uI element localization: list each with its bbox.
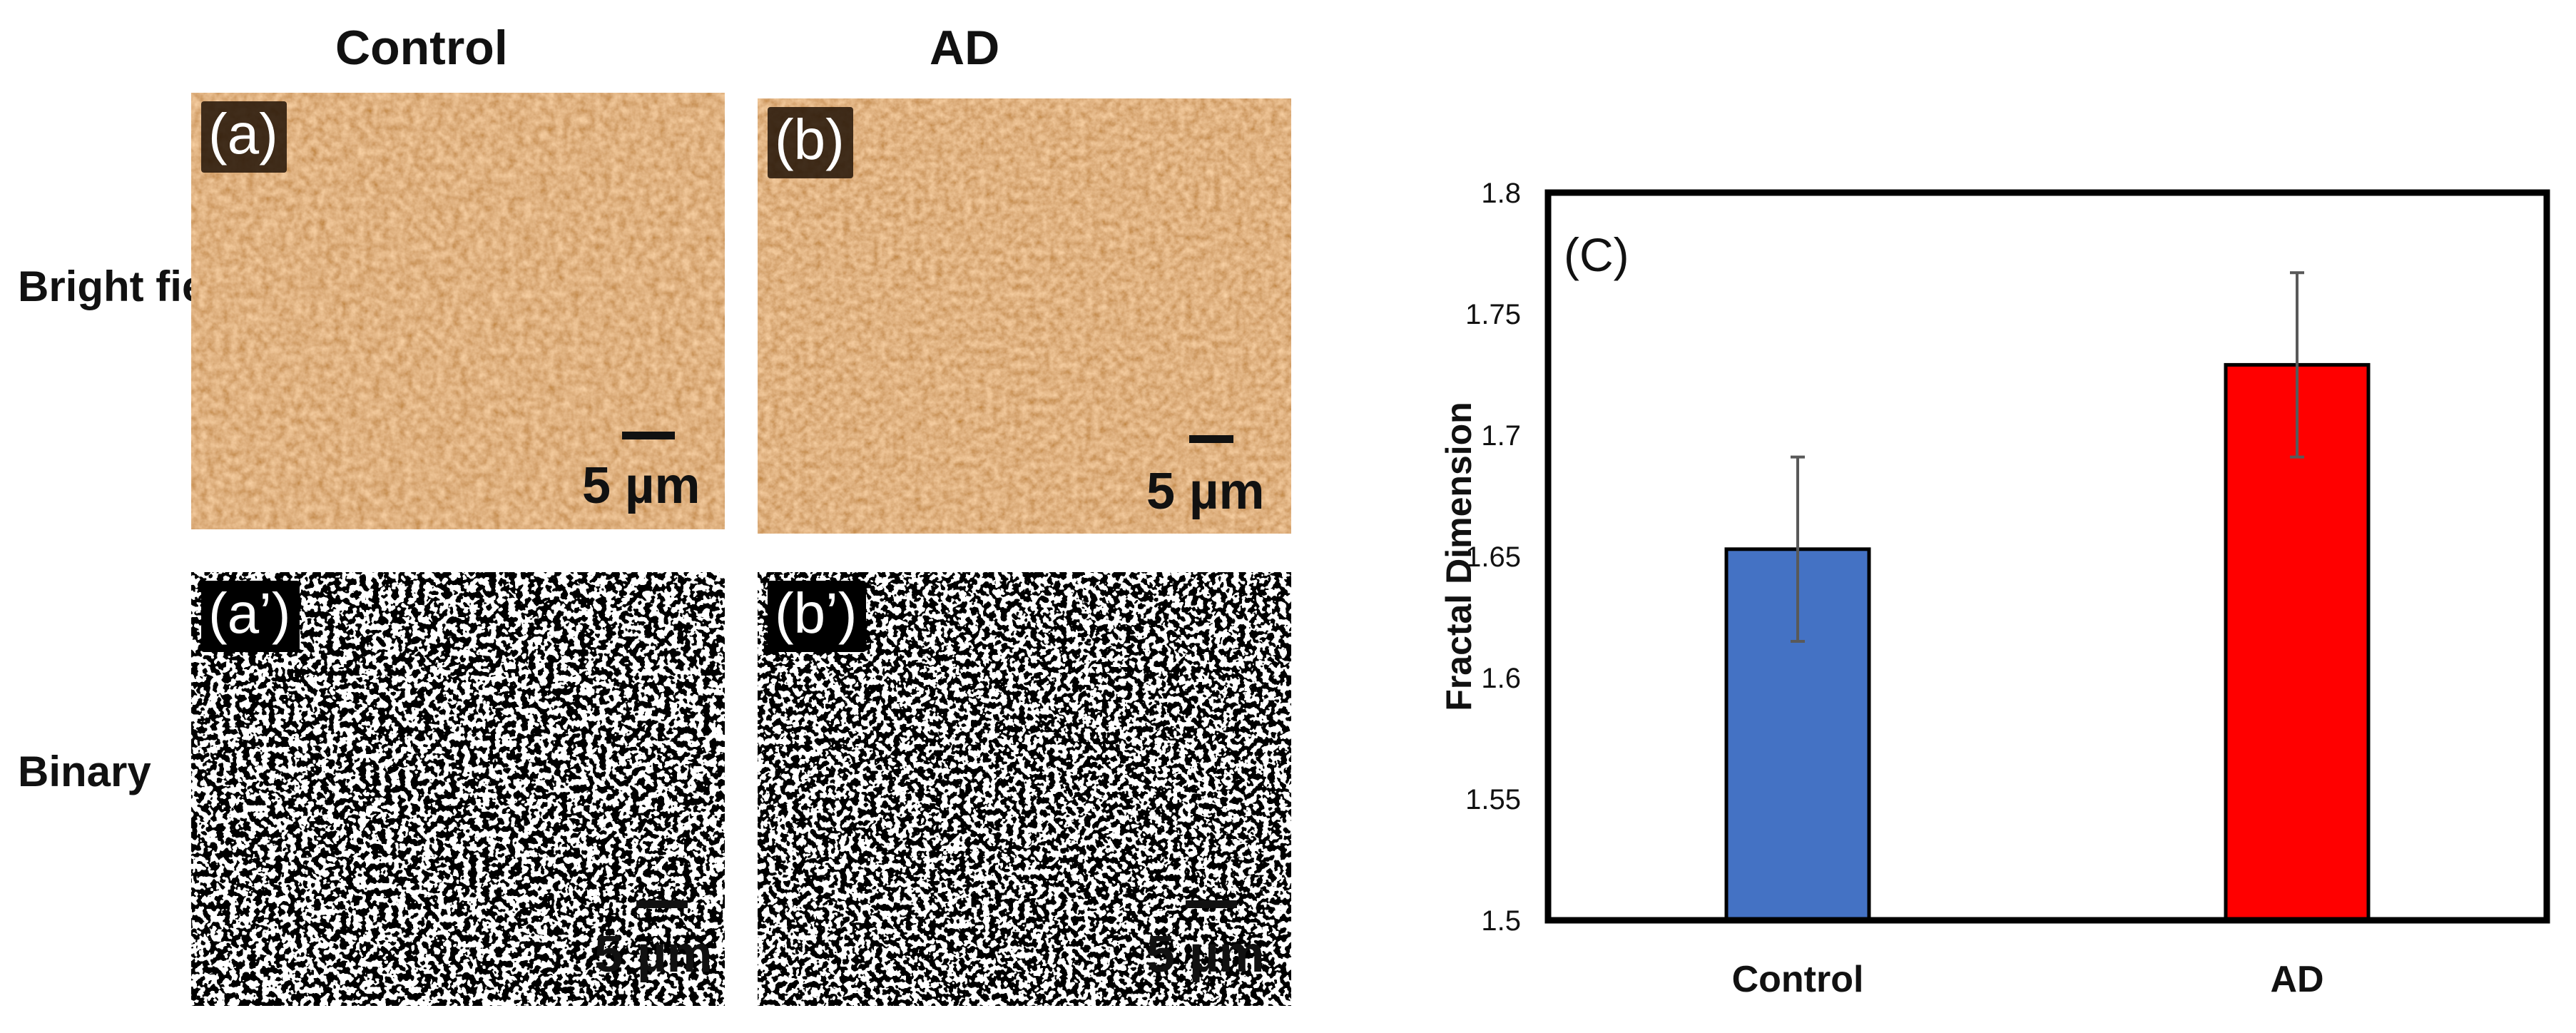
panel-tag-a: (a) <box>201 101 287 173</box>
scale-label: 5 µm <box>1146 463 1265 520</box>
x-axis-labels: Control AD <box>1732 959 2324 1000</box>
panel-tag-b: (b) <box>768 107 853 178</box>
error-bars <box>1791 271 2304 643</box>
y-tick-label: 1.55 <box>1465 784 1521 815</box>
scale-label: 5 µm <box>594 926 713 983</box>
panel-tag-b-prime: (b’) <box>768 581 866 652</box>
micrograph-brightfield-control: (a) 5 µm <box>191 93 725 529</box>
scale-label: 5 µm <box>1146 926 1265 983</box>
x-tick-label: AD <box>2270 959 2323 1000</box>
y-axis-label: Fractal Dimension <box>1441 402 1479 711</box>
column-header-ad: AD <box>930 21 1000 75</box>
binary-texture-control <box>191 572 725 1006</box>
scale-bar <box>622 432 675 439</box>
scale-bar <box>636 900 688 908</box>
chart-panel-label: (C) <box>1564 228 1629 281</box>
x-tick-label: Control <box>1732 959 1864 1000</box>
y-tick-label: 1.6 <box>1481 663 1521 694</box>
column-header-control: Control <box>335 21 508 75</box>
panel-tag-a-prime: (a’) <box>201 581 300 652</box>
row-header-binary: Binary <box>18 748 151 795</box>
y-tick-label: 1.75 <box>1465 299 1521 330</box>
scale-bar <box>1186 900 1237 908</box>
micrograph-binary-control: (a’) 5 µm <box>191 572 725 1006</box>
micrograph-brightfield-ad: (b) 5 µm <box>758 98 1291 534</box>
y-axis-ticks: 1.5 1.55 1.6 1.65 1.7 1.75 1.8 <box>1465 178 1521 937</box>
row-header-bright-field: Bright field <box>18 263 244 310</box>
bars <box>1724 362 2371 922</box>
scale-bar <box>1189 435 1233 443</box>
scale-label: 5 µm <box>582 457 701 514</box>
micrograph-binary-ad: (b’) 5 µm <box>758 572 1291 1006</box>
y-tick-label: 1.5 <box>1481 905 1521 937</box>
fractal-dimension-bar-chart: 1.5 1.55 1.6 1.65 1.7 1.75 1.8 Control AD (C) F… <box>1441 178 2550 1000</box>
y-tick-label: 1.8 <box>1481 178 1521 209</box>
y-tick-label: 1.65 <box>1465 541 1521 573</box>
y-tick-label: 1.7 <box>1481 420 1521 452</box>
plot-frame <box>1544 189 2550 924</box>
